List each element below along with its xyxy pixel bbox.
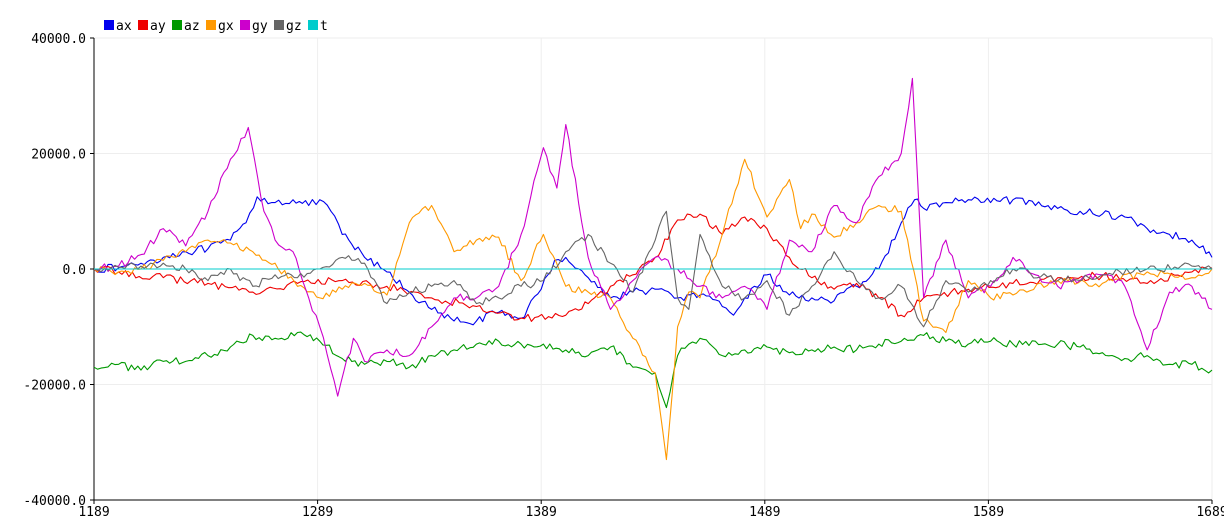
series-line-ay: [93, 213, 1213, 322]
y-tick-label: 20000.0: [31, 148, 86, 163]
legend-swatch-az: [172, 20, 182, 30]
legend: ax ay az gx gy gz t: [104, 19, 328, 34]
x-tick-label: 1289: [302, 505, 333, 520]
series-line-ax: [93, 196, 1213, 326]
legend-label-t: t: [320, 19, 328, 34]
legend-swatch-gx: [206, 20, 216, 30]
legend-swatch-ax: [104, 20, 114, 30]
series-line-az: [93, 331, 1213, 409]
y-tick-label: 0.0: [63, 263, 86, 278]
legend-label-gy: gy: [252, 19, 268, 34]
legend-label-az: az: [184, 19, 200, 34]
series-group: [93, 77, 1213, 461]
x-tick-label: 1189: [78, 505, 109, 520]
x-tick-label: 1389: [526, 505, 557, 520]
legend-label-gz: gz: [286, 19, 302, 34]
legend-label-ax: ax: [116, 19, 132, 34]
x-tick-label: 1589: [973, 505, 1004, 520]
series-line-gz: [93, 210, 1213, 328]
series-line-gx: [93, 158, 1213, 461]
x-tick-label: 1689: [1196, 505, 1224, 520]
y-tick-label: 40000.0: [31, 32, 86, 47]
x-tick-label: 1489: [749, 505, 780, 520]
legend-label-ay: ay: [150, 19, 166, 34]
legend-label-gx: gx: [218, 19, 234, 34]
series-line-gy: [93, 77, 1213, 397]
legend-swatch-gz: [274, 20, 284, 30]
legend-swatch-gy: [240, 20, 250, 30]
legend-swatch-ay: [138, 20, 148, 30]
legend-swatch-t: [308, 20, 318, 30]
y-tick-label: -20000.0: [23, 379, 86, 394]
tick-labels: -40000.0 -20000.0 0.0 20000.0 40000.0 1189 128…: [23, 32, 1224, 520]
y-tick-label: -40000.0: [23, 494, 86, 509]
